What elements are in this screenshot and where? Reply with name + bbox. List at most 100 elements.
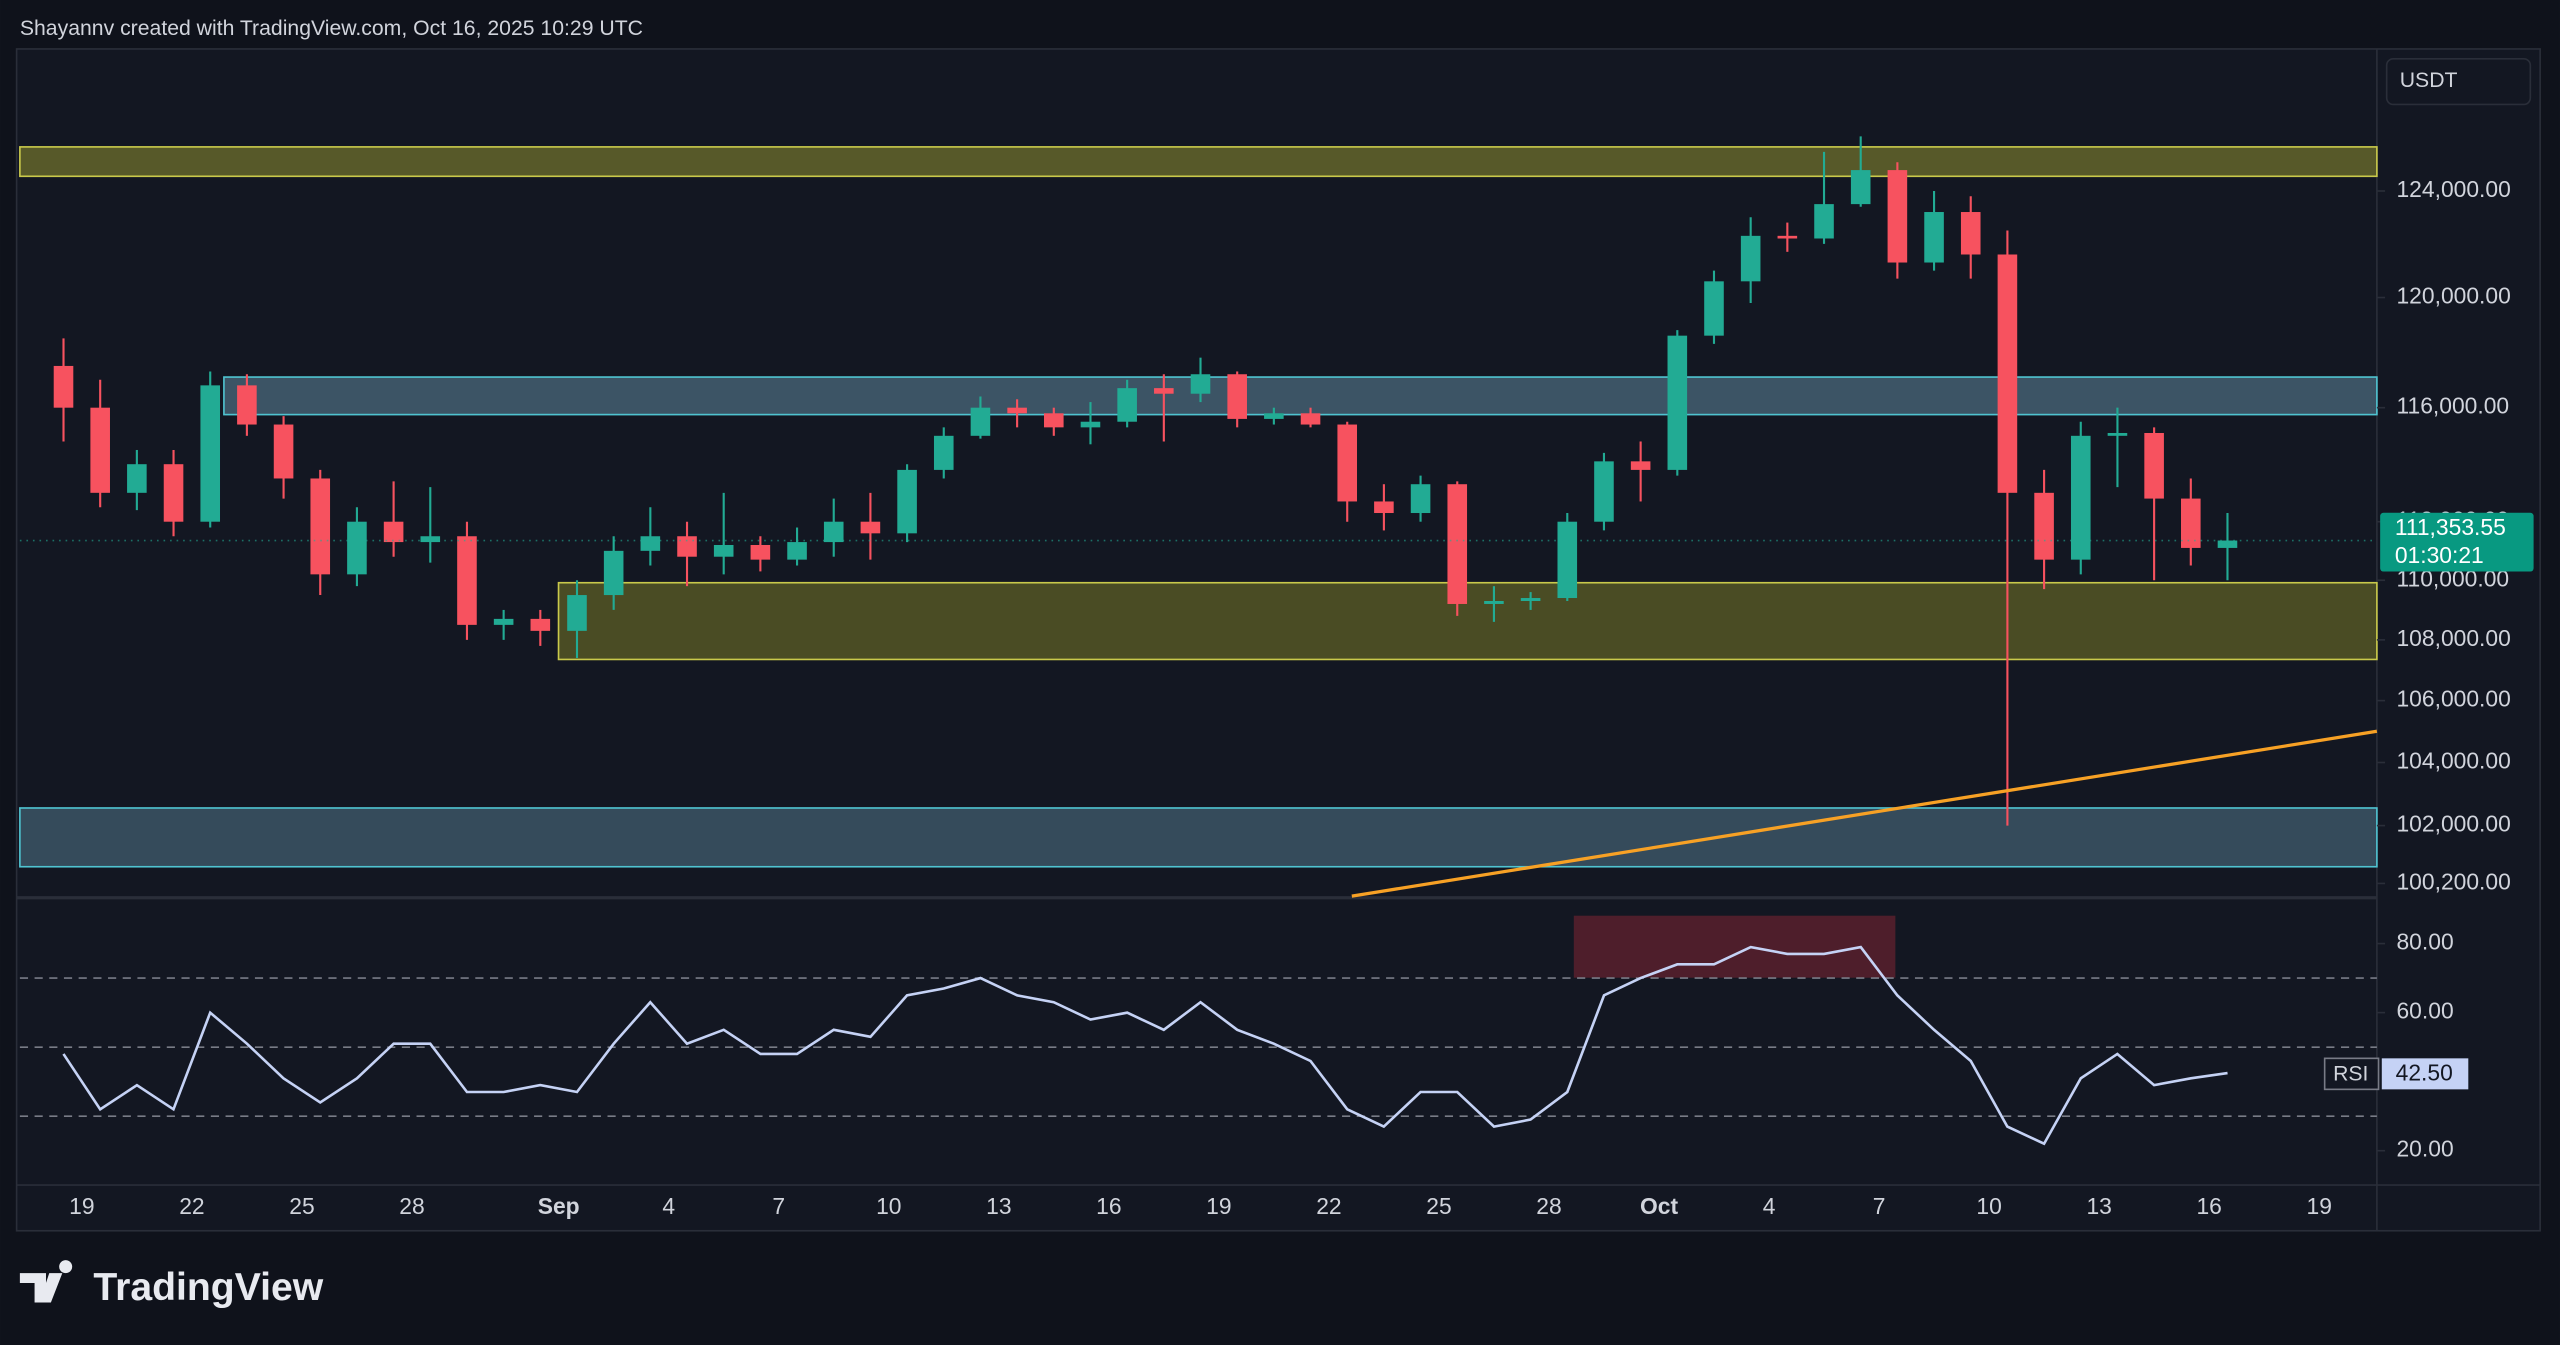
candle-body: [1887, 170, 1908, 263]
x-tick-label: 4: [662, 1193, 675, 1219]
candle-body: [457, 536, 477, 625]
rsi-name: RSI: [2333, 1062, 2368, 1085]
candle-body: [2181, 498, 2201, 548]
y-tick-label: 104,000.00: [2396, 748, 2510, 774]
candle-body: [1044, 413, 1064, 428]
candle-body: [383, 521, 404, 543]
x-tick-label: 16: [1096, 1193, 1121, 1219]
logo-icon: [19, 1260, 73, 1303]
candle-body: [1814, 204, 1834, 239]
candle-body: [237, 385, 257, 425]
x-tick-label: Oct: [1640, 1193, 1678, 1219]
candle-body: [310, 478, 331, 575]
candle-body: [1300, 413, 1321, 425]
x-tick-label: 19: [69, 1193, 94, 1219]
candle-body: [1190, 374, 1211, 394]
candle-body: [2070, 435, 2091, 560]
x-tick-label: 13: [2086, 1193, 2111, 1219]
x-tick-label: 25: [1426, 1193, 1451, 1219]
candle-body: [897, 469, 917, 534]
candle-body: [1777, 235, 1798, 239]
candle-body: [1374, 501, 1394, 514]
candle-body: [1484, 600, 1504, 604]
chart-frame: [15, 48, 2541, 1232]
candle-body: [2217, 540, 2238, 548]
candle-body: [127, 464, 147, 493]
candle-body: [1557, 521, 1578, 599]
trend-line: [1351, 729, 2378, 898]
y-tick-label: 106,000.00: [2396, 686, 2510, 712]
candle-body: [603, 550, 624, 596]
candle-body: [1594, 461, 1614, 522]
logo-text: TradingView: [93, 1266, 323, 1309]
candle-body: [1117, 388, 1137, 422]
logo: TradingView: [19, 1260, 324, 1309]
candle-body: [1007, 407, 1027, 414]
currency-label: USDT: [2400, 69, 2458, 92]
x-tick-label: 25: [289, 1193, 314, 1219]
candle-body: [1337, 424, 1358, 502]
rsi-name-tag: [2323, 1057, 2380, 1091]
candle-body: [1997, 254, 2018, 493]
candle-body: [2107, 432, 2128, 436]
demand-zone: [19, 807, 2378, 868]
x-tick-label: 22: [1316, 1193, 1341, 1219]
header: Shayannv created with TradingView.com, O…: [20, 17, 643, 40]
support-zone: [557, 581, 2378, 661]
x-tick-label: 7: [772, 1193, 785, 1219]
resistance-zone: [19, 146, 2378, 178]
candle-body: [90, 407, 110, 493]
candle-body: [713, 544, 734, 557]
y-tick-label: 20.00: [2396, 1136, 2453, 1162]
x-tick-label: 28: [1536, 1193, 1561, 1219]
candle-body: [200, 385, 221, 522]
candle-body: [493, 618, 514, 625]
rsi-value-tag: [2381, 1058, 2469, 1090]
candle-body: [640, 536, 661, 551]
x-tick-label: 16: [2196, 1193, 2221, 1219]
currency-button[interactable]: [2385, 57, 2532, 106]
candle-body: [1410, 484, 1431, 514]
y-tick-label: 116,000.00: [2396, 393, 2509, 419]
candle-body: [1850, 170, 1871, 205]
y-tick-label: 124,000.00: [2396, 176, 2510, 202]
candle-body: [273, 424, 294, 479]
candle-body: [347, 521, 367, 575]
y-tick-label: 102,000.00: [2396, 811, 2510, 837]
candle-body: [163, 464, 184, 522]
candle-body: [970, 407, 991, 436]
candle-body: [2144, 432, 2164, 499]
candle-body: [567, 595, 587, 631]
candle-body: [933, 435, 954, 470]
y-tick-label: 108,000.00: [2396, 625, 2510, 651]
drawings: [19, 146, 2378, 978]
countdown-label: 01:30:21: [2395, 542, 2484, 568]
candle-body: [1740, 235, 1761, 282]
candle-body: [787, 542, 807, 560]
candle-body: [1227, 374, 1247, 419]
rsi-line: [62, 945, 2228, 1146]
candle-body: [1704, 281, 1724, 336]
y-tick-label: 100,200.00: [2396, 868, 2510, 894]
candle-body: [1630, 461, 1651, 470]
supply-zone: [223, 376, 2378, 416]
x-tick-label: Sep: [538, 1193, 580, 1219]
candle-body: [1960, 212, 1981, 255]
x-tick-label: 10: [876, 1193, 901, 1219]
candle-body: [53, 365, 74, 408]
rsi-value-label: 42.50: [2396, 1060, 2453, 1086]
candle-body: [1264, 413, 1284, 419]
candle-body: [1154, 388, 1174, 394]
candle-body: [1667, 335, 1688, 470]
candle-body: [677, 536, 697, 557]
candle-body: [1447, 484, 1468, 604]
candles: [53, 136, 2238, 826]
y-tick-label: 60.00: [2396, 998, 2453, 1024]
x-tick-label: 7: [1873, 1193, 1886, 1219]
x-tick-label: 19: [2307, 1193, 2332, 1219]
y-tick-label: 80.00: [2396, 929, 2453, 955]
last-price-label: 111,353.55: [2395, 514, 2506, 540]
x-tick-label: 19: [1206, 1193, 1231, 1219]
